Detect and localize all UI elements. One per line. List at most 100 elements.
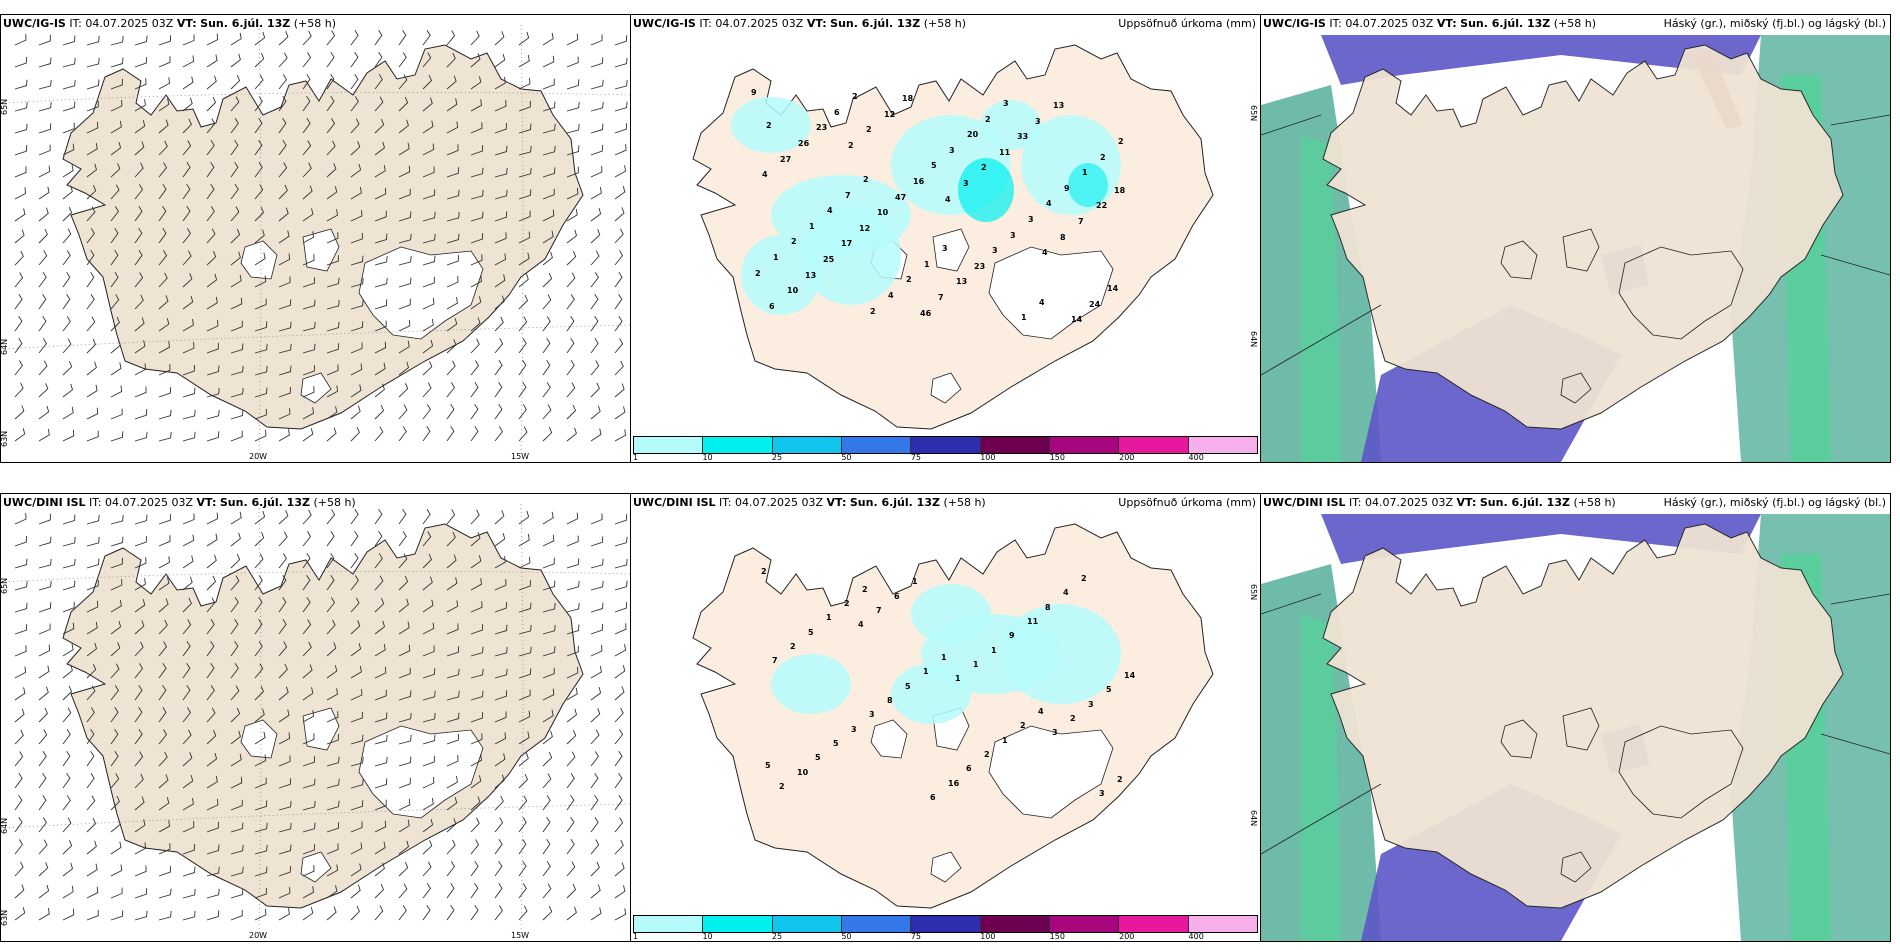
wind-barb — [518, 273, 529, 288]
wind-barb — [470, 601, 483, 613]
wind-barb — [230, 575, 240, 591]
wind-barb — [350, 51, 359, 68]
wind-barb — [350, 118, 360, 134]
wind-barb — [566, 187, 579, 200]
wind-barb — [38, 144, 51, 156]
wind-barb — [398, 119, 409, 134]
wind-barb — [398, 798, 411, 811]
precip-value: 16 — [948, 779, 960, 788]
wind-barb — [566, 794, 575, 811]
colorbar-tick-label: 10 — [702, 932, 713, 941]
wind-barb — [62, 862, 74, 877]
wind-barb — [14, 294, 23, 310]
precip-value: 7 — [772, 656, 778, 665]
wind-barb — [542, 209, 555, 222]
wind-barb — [278, 686, 289, 701]
wind-barb — [590, 729, 600, 745]
wind-barb — [254, 74, 264, 90]
wind-barb — [518, 579, 531, 591]
wind-barb — [206, 752, 218, 767]
wind-barb — [254, 429, 267, 442]
wind-barb — [14, 360, 23, 376]
wind-barb — [110, 887, 123, 899]
vt-value: Sun. 6.júl. 13Z — [219, 496, 310, 509]
wind-barb — [134, 599, 146, 613]
wind-barb — [470, 338, 480, 354]
wind-barb — [446, 797, 458, 811]
glacier-outline — [1500, 719, 1538, 759]
wind-barb — [206, 844, 220, 855]
colorbar-swatch — [634, 437, 704, 453]
wind-barb — [614, 644, 626, 657]
wind-barb — [86, 407, 99, 420]
wind-barb — [302, 407, 314, 420]
colorbar-swatch — [1188, 437, 1257, 453]
wind-barb — [86, 600, 99, 613]
wind-barb — [350, 552, 359, 569]
wind-barb — [566, 208, 578, 222]
precip-value: 1 — [826, 613, 832, 622]
wind-barb — [110, 249, 119, 266]
wind-barb — [566, 272, 576, 288]
wind-barb — [374, 164, 386, 178]
precip-colorbar: 1 10 25 50 75 100 150 200 400 — [631, 436, 1260, 462]
wind-barb — [182, 76, 194, 90]
colorbar-tick-label: 400 — [1188, 453, 1204, 462]
wind-barb — [470, 860, 479, 877]
wind-barb — [86, 100, 99, 112]
precip-value: 5 — [765, 761, 771, 770]
wind-barb — [254, 708, 265, 723]
wind-barb — [398, 553, 408, 569]
wind-barb — [446, 144, 459, 156]
wind-barb — [14, 773, 23, 789]
it-label: IT: — [69, 17, 82, 30]
wind-barb — [38, 862, 49, 877]
wind-barb — [14, 751, 24, 767]
wind-barb — [182, 364, 195, 376]
wind-barb — [230, 532, 241, 547]
wind-barb — [230, 161, 239, 178]
colorbar-tick-label: 10 — [702, 453, 713, 462]
precip-value: 3 — [1028, 215, 1034, 224]
wind-barb — [206, 365, 220, 376]
wind-panel-dini-isl: UWC/DINI ISL IT: 04.07.2025 03Z VT: Sun.… — [0, 493, 631, 942]
wind-barb — [62, 185, 73, 200]
wind-barb — [86, 773, 95, 789]
wind-barb — [542, 534, 555, 547]
wind-barb — [446, 509, 456, 525]
precip-value: 1 — [923, 667, 929, 676]
wind-barb — [398, 340, 410, 354]
wind-barb — [62, 57, 76, 68]
wind-barb — [590, 686, 602, 701]
precip-value: 8 — [1060, 233, 1066, 242]
wind-barb — [566, 558, 580, 569]
wind-barb — [614, 186, 626, 200]
wind-barb — [134, 620, 145, 635]
wind-barb — [350, 620, 361, 635]
colorbar-tick-label: 50 — [841, 932, 852, 941]
wind-barb — [470, 167, 484, 178]
wind-barb — [542, 861, 551, 877]
wind-barb — [14, 708, 25, 723]
wind-barb — [446, 189, 460, 200]
wind-barb — [494, 274, 506, 288]
lat-label-64n: 64N — [1249, 331, 1258, 347]
wind-barb — [542, 773, 552, 789]
wind-barb — [326, 255, 339, 266]
cloud-cover-map — [1261, 35, 1890, 462]
wind-barb — [518, 31, 530, 46]
wind-barb — [374, 689, 387, 701]
wind-barb — [158, 820, 170, 833]
wind-barb — [302, 73, 311, 90]
graticule — [1, 503, 630, 935]
wind-barb — [134, 363, 147, 376]
precip-value: 4 — [858, 620, 864, 629]
wind-barb — [278, 365, 292, 376]
wind-barb — [302, 30, 312, 46]
wind-barb — [446, 712, 460, 723]
wind-barb — [566, 360, 575, 376]
precip-value: 24 — [1089, 300, 1101, 309]
wind-barb — [86, 750, 95, 767]
wind-barb — [302, 162, 312, 178]
wind-barb — [278, 531, 288, 547]
